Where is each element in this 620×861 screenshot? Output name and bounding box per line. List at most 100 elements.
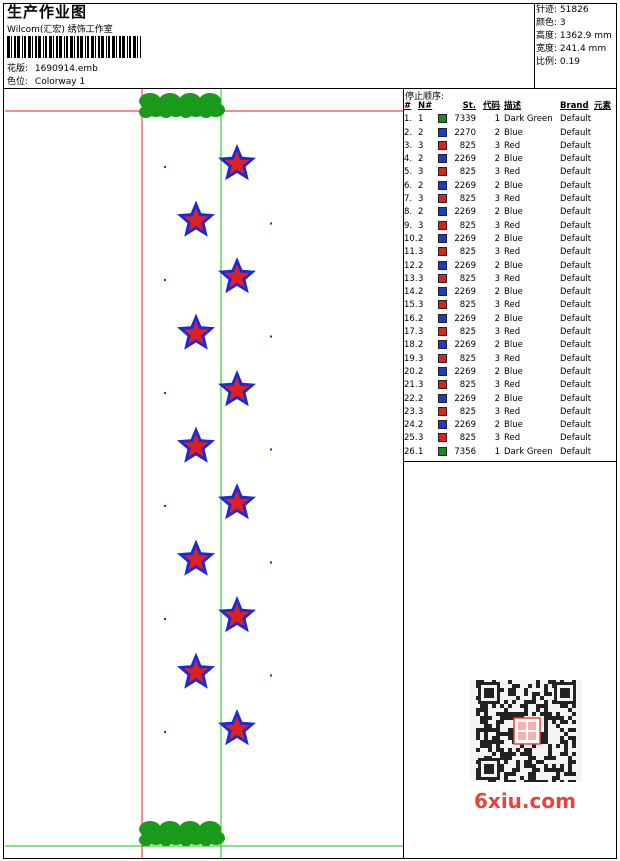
design-file-value: 1690914.emb: [34, 64, 98, 74]
table-row: 15. 3 825 3 Red Default: [404, 299, 617, 312]
table-row: 10. 2 2269 2 Blue Default: [404, 233, 617, 246]
row-code: 3: [494, 194, 500, 205]
color-swatch: [438, 113, 450, 126]
row-element: [594, 233, 617, 246]
row-needle: 1: [418, 446, 424, 457]
row-index: 18.: [404, 340, 418, 351]
row-index: 2.: [404, 127, 413, 138]
design-file-label: 花版:: [7, 64, 29, 74]
row-code: 2: [494, 180, 500, 191]
row-element: [594, 193, 617, 206]
row-needle: 2: [418, 207, 424, 218]
row-code: 2: [494, 420, 500, 431]
row-needle: 3: [418, 300, 424, 311]
width-value: 241.4 mm: [559, 44, 607, 54]
color-swatch: [438, 246, 450, 259]
page-subtitle: Wilcom(汇宏) 绣饰工作室: [7, 25, 113, 35]
table-row: 23. 3 825 3 Red Default: [404, 406, 617, 419]
row-desc: Red: [504, 380, 521, 391]
table-frame: [403, 88, 617, 462]
table-row: 19. 3 825 3 Red Default: [404, 353, 617, 366]
stop-sequence-label: 停止顺序:: [405, 92, 445, 102]
scale-value: 0.19: [559, 57, 580, 67]
qr-code-icon: [470, 680, 582, 782]
row-desc: Red: [504, 406, 521, 417]
row-element: [594, 419, 617, 432]
row-desc: Blue: [504, 393, 523, 404]
row-stitches: 2269: [454, 260, 476, 271]
row-desc: Blue: [504, 207, 523, 218]
row-stitches: 2269: [454, 340, 476, 351]
row-stitches: 7356: [454, 446, 476, 457]
row-element: [594, 140, 617, 153]
table-row: 4. 2 2269 2 Blue Default: [404, 153, 617, 166]
row-desc: Blue: [504, 340, 523, 351]
row-desc: Blue: [504, 313, 523, 324]
row-stitches: 825: [459, 220, 476, 231]
row-desc: Blue: [504, 366, 523, 377]
row-needle: 3: [418, 140, 424, 151]
color-swatch: [438, 233, 450, 246]
row-index: 3.: [404, 140, 413, 151]
row-element: [594, 220, 617, 233]
row-code: 2: [494, 154, 500, 165]
row-element: [594, 353, 617, 366]
row-needle: 3: [418, 433, 424, 444]
row-element: [594, 206, 617, 219]
row-element: [594, 379, 617, 392]
row-needle: 3: [418, 247, 424, 258]
row-code: 3: [494, 406, 500, 417]
row-stitches: 2269: [454, 180, 476, 191]
row-stitches: 2269: [454, 393, 476, 404]
star-motif-icon: [164, 483, 256, 520]
table-row: 21. 3 825 3 Red Default: [404, 379, 617, 392]
row-stitches: 2270: [454, 127, 476, 138]
design-preview: [5, 89, 403, 859]
row-desc: Dark Green: [504, 446, 553, 457]
row-needle: 2: [418, 180, 424, 191]
star-motif-icon: [164, 709, 256, 746]
row-code: 2: [494, 313, 500, 324]
row-code: 3: [494, 433, 500, 444]
color-swatch: [438, 260, 450, 273]
row-needle: 3: [418, 167, 424, 178]
table-row: 5. 3 825 3 Red Default: [404, 166, 617, 179]
star-motif-icon: [164, 596, 256, 633]
color-swatch-icon: [438, 247, 447, 257]
row-stitches: 825: [459, 140, 476, 151]
col-swatch-header: [438, 100, 450, 113]
row-code: 2: [494, 366, 500, 377]
row-needle: 3: [418, 273, 424, 284]
row-desc: Blue: [504, 287, 523, 298]
stats-panel: 针迹: 51826 颜色: 3 高度: 1362.9 mm 宽度: 241.4 …: [536, 4, 612, 69]
row-code: 3: [494, 380, 500, 391]
row-code: 3: [494, 167, 500, 178]
row-index: 12.: [404, 260, 418, 271]
row-index: 22.: [404, 393, 418, 404]
table-row: 13. 3 825 3 Red Default: [404, 273, 617, 286]
row-code: 2: [494, 207, 500, 218]
star-motif-icon: [177, 313, 272, 350]
row-stitches: 2269: [454, 233, 476, 244]
table-row: 6. 2 2269 2 Blue Default: [404, 180, 617, 193]
row-code: 3: [494, 220, 500, 231]
row-index: 25.: [404, 433, 418, 444]
row-desc: Red: [504, 247, 521, 258]
row-element: [594, 273, 617, 286]
row-brand: Default: [560, 446, 592, 457]
row-code: 2: [494, 127, 500, 138]
color-swatch: [438, 166, 450, 179]
table-row: 16. 2 2269 2 Blue Default: [404, 313, 617, 326]
row-desc: Red: [504, 194, 521, 205]
row-needle: 2: [418, 127, 424, 138]
row-brand: Default: [560, 247, 592, 258]
row-needle: 2: [418, 393, 424, 404]
col-needle-header: N#: [418, 101, 433, 111]
color-swatch: [438, 286, 450, 299]
row-stitches: 825: [459, 194, 476, 205]
color-swatch-icon: [438, 380, 447, 390]
table-row: 2. 2 2270 2 Blue Default: [404, 127, 617, 140]
row-desc: Blue: [504, 233, 523, 244]
watermark: 6xiu.com: [474, 789, 576, 813]
color-swatch-icon: [438, 140, 447, 150]
